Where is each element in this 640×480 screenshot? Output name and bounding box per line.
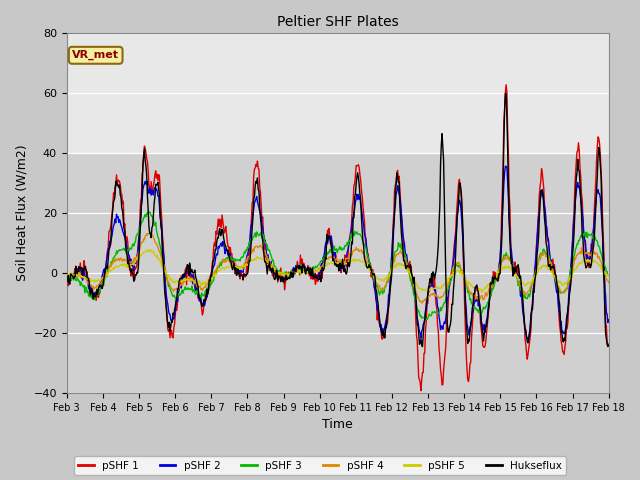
- pSHF 5: [605, 274, 612, 279]
- pSHF 4: [418, 300, 426, 306]
- pSHF 3: [213, 267, 221, 273]
- pSHF 5: [184, 277, 192, 283]
- pSHF 1: [420, 350, 428, 356]
- pSHF 5: [147, 247, 154, 252]
- Hukseflux: [404, 263, 412, 268]
- pSHF 1: [212, 228, 220, 234]
- Y-axis label: Soil Heat Flux (W/m2): Soil Heat Flux (W/m2): [15, 145, 28, 281]
- pSHF 3: [129, 242, 136, 248]
- pSHF 4: [421, 297, 429, 302]
- Hukseflux: [212, 247, 220, 252]
- pSHF 5: [63, 274, 70, 279]
- pSHF 1: [605, 341, 612, 347]
- Hukseflux: [73, 269, 81, 275]
- pSHF 5: [420, 287, 428, 292]
- pSHF 5: [73, 273, 81, 278]
- pSHF 2: [184, 268, 191, 274]
- pSHF 5: [404, 268, 412, 274]
- pSHF 3: [420, 315, 428, 321]
- pSHF 2: [404, 259, 412, 264]
- pSHF 4: [213, 267, 221, 273]
- pSHF 3: [605, 273, 612, 279]
- pSHF 3: [184, 285, 192, 291]
- pSHF 3: [404, 266, 412, 272]
- Line: pSHF 4: pSHF 4: [67, 232, 609, 303]
- Title: Peltier SHF Plates: Peltier SHF Plates: [277, 15, 399, 29]
- pSHF 3: [73, 278, 81, 284]
- pSHF 2: [502, 163, 509, 169]
- Hukseflux: [184, 262, 191, 267]
- pSHF 2: [605, 317, 612, 323]
- pSHF 2: [419, 322, 427, 327]
- Line: pSHF 2: pSHF 2: [67, 166, 609, 339]
- pSHF 1: [404, 261, 412, 267]
- Hukseflux: [420, 321, 428, 327]
- pSHF 2: [73, 272, 81, 278]
- Hukseflux: [419, 344, 426, 349]
- pSHF 3: [423, 317, 431, 323]
- Hukseflux: [502, 91, 509, 96]
- pSHF 4: [63, 274, 70, 280]
- pSHF 4: [73, 271, 81, 277]
- Hukseflux: [129, 270, 136, 276]
- Bar: [67, 33, 609, 153]
- pSHF 3: [145, 209, 153, 215]
- pSHF 1: [63, 270, 70, 276]
- pSHF 1: [184, 263, 191, 268]
- pSHF 4: [129, 259, 136, 264]
- Line: pSHF 1: pSHF 1: [67, 85, 609, 391]
- pSHF 5: [213, 271, 221, 276]
- X-axis label: Time: Time: [323, 419, 353, 432]
- Legend: pSHF 1, pSHF 2, pSHF 3, pSHF 4, pSHF 5, Hukseflux: pSHF 1, pSHF 2, pSHF 3, pSHF 4, pSHF 5, …: [74, 456, 566, 475]
- Line: Hukseflux: Hukseflux: [67, 94, 609, 347]
- pSHF 1: [502, 82, 510, 88]
- pSHF 1: [129, 266, 136, 272]
- Hukseflux: [605, 342, 612, 348]
- pSHF 4: [184, 275, 192, 281]
- pSHF 4: [605, 280, 612, 286]
- pSHF 4: [147, 229, 154, 235]
- Line: pSHF 3: pSHF 3: [67, 212, 609, 320]
- Text: VR_met: VR_met: [72, 50, 119, 60]
- Hukseflux: [63, 279, 70, 285]
- pSHF 5: [478, 289, 486, 295]
- Line: pSHF 5: pSHF 5: [67, 250, 609, 292]
- pSHF 4: [404, 264, 412, 270]
- pSHF 1: [73, 265, 81, 271]
- pSHF 2: [212, 253, 220, 259]
- pSHF 1: [417, 388, 425, 394]
- pSHF 3: [63, 276, 70, 282]
- pSHF 2: [63, 273, 70, 278]
- pSHF 2: [129, 260, 136, 265]
- pSHF 5: [129, 262, 136, 267]
- pSHF 2: [524, 336, 532, 342]
